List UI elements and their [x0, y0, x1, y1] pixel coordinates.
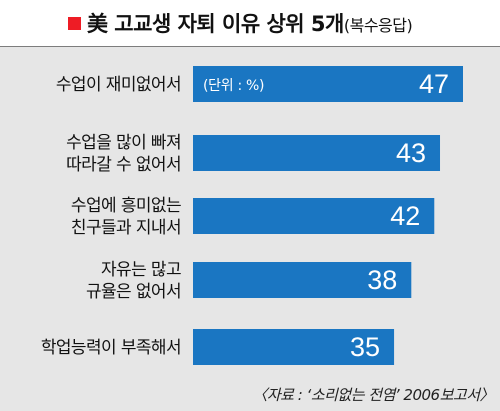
title-marker-square: [68, 16, 81, 30]
bar-2: [193, 135, 441, 171]
category-label-1-line-1: 수업이 재미없어서: [56, 75, 181, 95]
chart-title-bar: 美 고교생 자퇴 이유 상위 5개(복수응답): [0, 0, 500, 47]
category-label-2-line-1: 수업을 많이 빠져: [66, 133, 181, 153]
bar-value-label-4: 38: [367, 265, 397, 295]
source-note: 〈자료 : ‘소리없는 전염’ 2006보고서〉: [252, 386, 494, 404]
unit-label: (단위 : %): [203, 78, 264, 94]
chart-title-main: 美 고교생 자퇴 이유 상위 5개: [87, 12, 344, 36]
chart-title-sub: (복수응답): [343, 16, 413, 35]
category-label-3-line-2: 친구들과 지내서: [71, 218, 181, 238]
bar-5: [193, 329, 395, 365]
category-label-3-line-1: 수업에 흥미없는: [71, 196, 181, 216]
category-label-4-line-1: 자유는 많고: [101, 260, 181, 280]
bar-value-label-3: 42: [390, 201, 420, 231]
bar-4: [193, 262, 412, 298]
chart-area: 47 수업이 재미없어서 43 수업을 많이 빠져 따라갈 수 없어서 42 수업에 흥미없…: [0, 47, 500, 380]
category-label-5-line-1: 학업능력이 부족해서: [41, 338, 181, 358]
bar-3: [193, 198, 435, 234]
bar-value-label-5: 35: [350, 332, 380, 362]
category-label-2-line-2: 따라갈 수 없어서: [66, 155, 181, 175]
bar-value-label-1: 47: [419, 69, 449, 99]
category-label-4-line-2: 규율은 없어서: [86, 282, 181, 302]
chart-title: 美 고교생 자퇴 이유 상위 5개(복수응답): [87, 8, 413, 38]
bar-value-label-2: 43: [396, 138, 426, 168]
bar-1: [193, 66, 463, 102]
